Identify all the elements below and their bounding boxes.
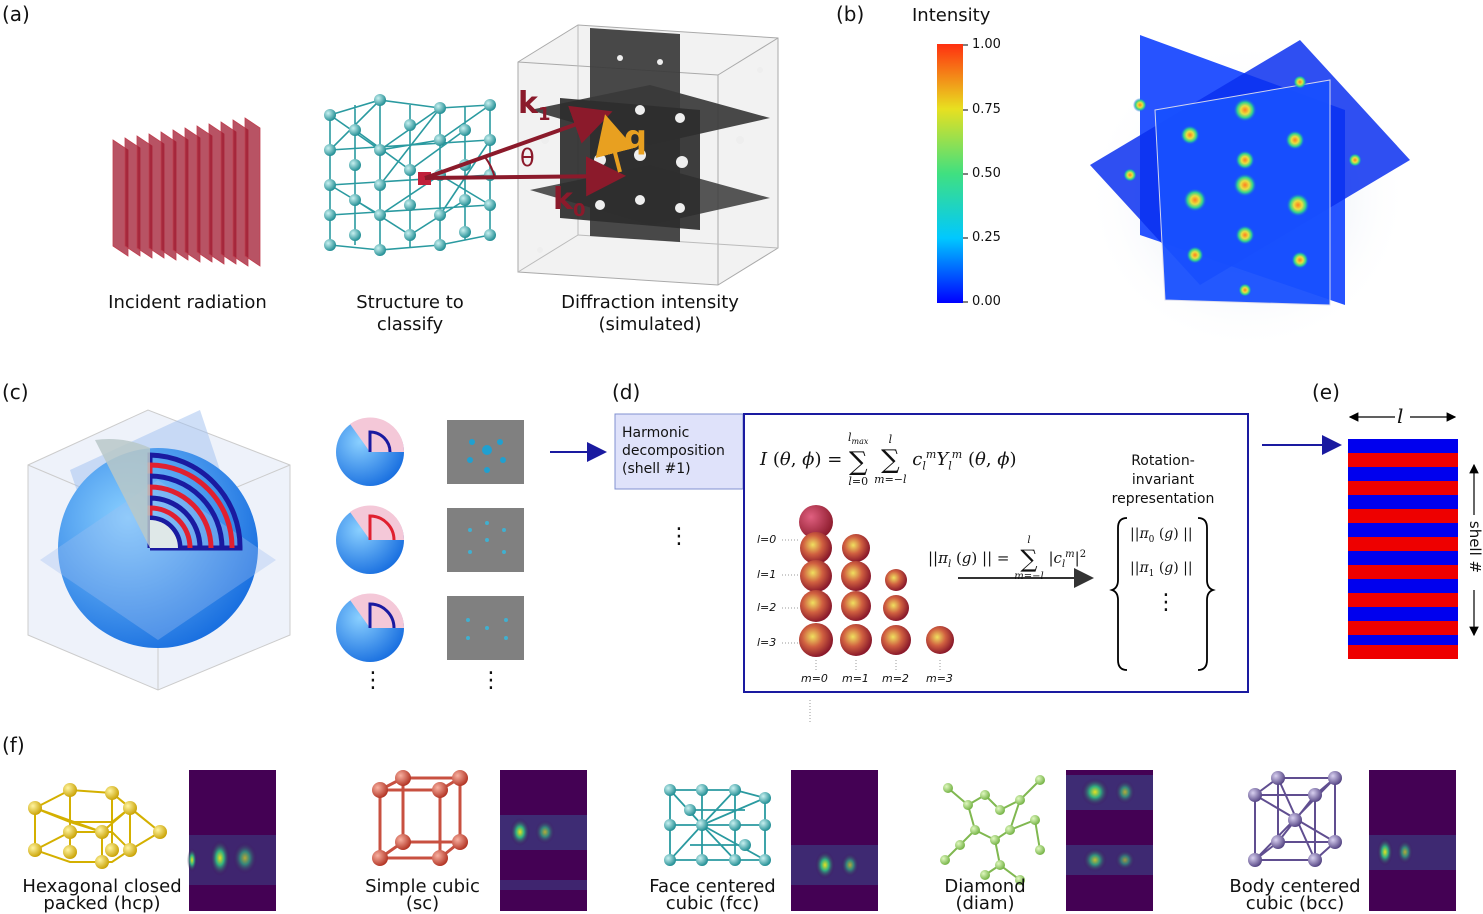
shell-axis-label: shell # (1466, 520, 1483, 574)
rotation-label-line-3: representation (1111, 491, 1215, 507)
diamond-caption-line-1: Diamond (944, 876, 1026, 897)
vdots-shells: ⋮ (668, 524, 690, 549)
m-label-3: m=3 (926, 672, 953, 685)
q-vector (595, 114, 635, 173)
structure-caption-line-2: classify (376, 314, 444, 335)
sc-caption: Simple cubic (sc) (355, 876, 490, 914)
panel-label-f: (f) (2, 733, 25, 757)
colorbar-title: Intensity (912, 5, 991, 26)
vdots-spheres: ⋮ (362, 668, 384, 693)
l-label-3: l=3 (757, 636, 777, 649)
l-label-0: l=0 (757, 533, 777, 546)
harmonic-label-line-1: Harmonic (622, 425, 690, 441)
fcc-caption-line-2: cubic (fcc) (665, 893, 760, 914)
diamond-caption: Diamond (diam) (930, 876, 1040, 914)
k0-vector (424, 156, 626, 197)
sc-caption-line-1: Simple cubic (365, 876, 480, 897)
bcc-caption: Body centered cubic (bcc) (1220, 876, 1370, 914)
diffraction-caption-line-2: (simulated) (598, 314, 702, 335)
fcc-caption-line-1: Face centered (649, 876, 776, 897)
diffraction-volume-3d (1085, 35, 1410, 352)
heatmap-diam (1066, 770, 1153, 911)
colorbar-tick-050: 0.50 (972, 166, 1001, 181)
structure-caption-line-1: Structure to (356, 292, 464, 313)
rotation-label-line-1: Rotation- (1131, 453, 1195, 469)
fcc-structure (669, 789, 766, 861)
harmonic-box (614, 413, 744, 490)
hcp-caption-line-1: Hexagonal closed (22, 876, 182, 897)
harmonic-expansion-formula: I (θ, ϕ) = lmax ∑ l=0 l ∑ m=−l clmYlm (θ, ϕ) (760, 431, 1017, 489)
panel-label-a: (a) (2, 2, 30, 26)
heatmap-fcc (791, 770, 878, 911)
vdots-projections: ⋮ (480, 668, 502, 693)
shell-projections (447, 420, 524, 660)
incident-radiation-caption: Incident radiation (108, 292, 267, 313)
pi0-entry: ||π0 (g) || (1130, 526, 1193, 545)
hcp-structure (32, 788, 162, 863)
colorbar-tick-100: 1.00 (972, 37, 1001, 52)
pi1-entry: ||π1 (g) || (1130, 560, 1193, 579)
m-label-2: m=2 (882, 672, 909, 685)
rotation-invariant-label: Rotation- invariant representation (1098, 452, 1228, 509)
l-label-1: l=1 (757, 568, 777, 581)
harmonic-label-line-2: decomposition (622, 443, 725, 459)
spherical-harmonics (799, 505, 954, 657)
panel-label-d: (d) (612, 380, 641, 404)
diffraction-caption-line-1: Diffraction intensity (561, 292, 739, 313)
incident-radiation-plates (112, 117, 261, 267)
fcc-caption: Face centered cubic (fcc) (640, 876, 785, 914)
small-shell-spheres (336, 417, 405, 662)
colorbar-tick-025: 0.25 (972, 230, 1001, 245)
diffraction-cube (517, 24, 779, 286)
sc-caption-line-2: (sc) (405, 893, 440, 914)
shell-sphere-3d (27, 409, 291, 691)
diamond-structure (944, 779, 1041, 881)
theta-label: θ (520, 144, 535, 172)
l-label-2: l=2 (757, 601, 777, 614)
diffraction-caption: Diffraction intensity (simulated) (545, 292, 755, 336)
invariant-formula: ||πl (g) || = l ∑ m=−l |clm|2 (928, 535, 1087, 582)
heatmap-bcc (1369, 770, 1456, 911)
m-label-0: m=0 (801, 672, 828, 685)
hcp-caption: Hexagonal closed packed (hcp) (12, 876, 192, 914)
k1-vector (424, 105, 613, 180)
intensity-colorbar (937, 44, 963, 303)
structure-caption: Structure to classify (330, 292, 490, 336)
vdots-invariants: ⋮ (1155, 590, 1177, 615)
q-label: q (624, 118, 647, 156)
hcp-caption-line-2: packed (hcp) (43, 893, 161, 914)
k0-label: k0 (553, 182, 586, 221)
panel-label-b: (b) (836, 2, 865, 26)
panel-label-c: (c) (2, 380, 29, 404)
rotation-label-line-2: invariant (1131, 472, 1195, 488)
diamond-caption-line-2: (diam) (955, 893, 1015, 914)
k1-label: k1 (518, 86, 551, 125)
decomposition-box (743, 413, 1249, 693)
colorbar-tick-000: 0.00 (972, 294, 1001, 309)
l-axis-label: l (1397, 404, 1404, 428)
m-label-1: m=1 (842, 672, 869, 685)
harmonic-decomposition-label: Harmonic decomposition (shell #1) (622, 424, 725, 478)
heatmap-sc (500, 770, 587, 911)
panel-label-e: (e) (1312, 380, 1340, 404)
bcc-caption-line-2: cubic (bcc) (1245, 893, 1345, 914)
invariant-stripes (1348, 439, 1458, 659)
harmonic-label-line-3: (shell #1) (622, 461, 691, 477)
colorbar-tick-075: 0.75 (972, 102, 1001, 117)
heatmap-hcp (187, 770, 276, 911)
bcc-caption-line-1: Body centered (1229, 876, 1361, 897)
